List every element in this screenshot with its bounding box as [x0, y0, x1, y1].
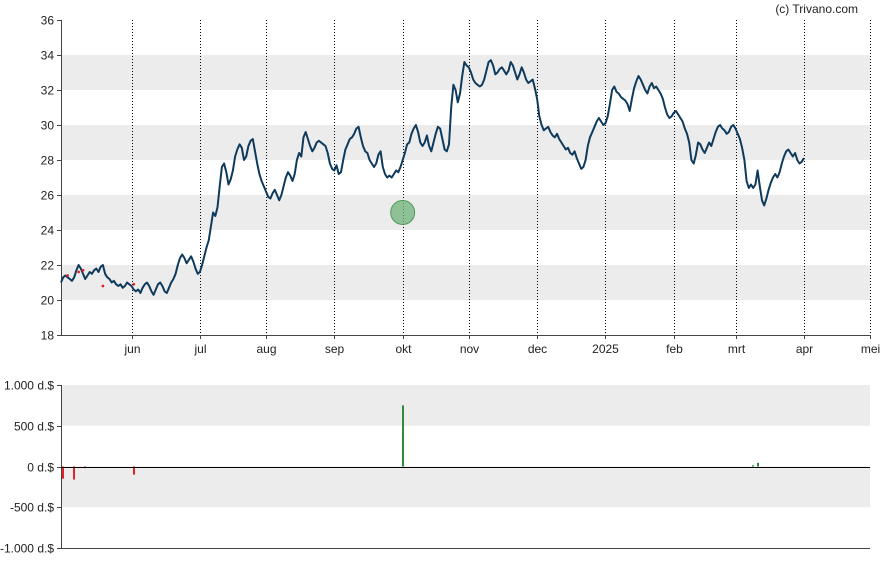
trade-mark-2 — [81, 268, 85, 272]
price-x-tick-label: mrt — [728, 342, 746, 356]
credit-text: (c) Trivano.com — [775, 2, 858, 16]
volume-y-tick-label: -1.000 d.$ — [0, 542, 54, 556]
price-x-tick-label: mei — [861, 342, 880, 356]
price-x-tick-label: aug — [256, 342, 276, 356]
trade-mark-3 — [101, 284, 105, 288]
price-x-tick-label: sep — [325, 342, 345, 356]
volume-y-tick-label: 1.000 d.$ — [4, 379, 54, 393]
price-y-tick-label: 20 — [41, 294, 55, 308]
price-x-tick-label: dec — [528, 342, 547, 356]
trade-mark-0 — [66, 274, 70, 277]
price-panel: 18 20 22 24 26 28 30 32 34 36 jun jul aug sep okt nov de… — [41, 14, 881, 357]
price-y-tick-label: 30 — [41, 119, 55, 133]
event-marker-0 — [390, 200, 416, 225]
price-band-1 — [61, 195, 870, 230]
price-x-tick-label: nov — [460, 342, 479, 356]
price-series-line — [60, 59, 805, 296]
price-y-tick-label: 36 — [41, 14, 55, 28]
trade-mark-1 — [77, 270, 81, 274]
volume-panel: 1.000 d.$ 500 d.$ 0 d.$ -500 d.$ -1.000 d.$ — [0, 379, 870, 556]
volume-y-tick-label: -500 d.$ — [10, 501, 54, 515]
price-x-tick-label: apr — [796, 342, 813, 356]
volume-bar-4 — [402, 405, 404, 467]
volume-y-tick-label: 500 d.$ — [14, 420, 54, 434]
price-x-tick-label: okt — [395, 342, 412, 356]
price-x-tick-label: feb — [666, 342, 683, 356]
price-x-tick-label: 2025 — [592, 342, 619, 356]
price-x-tick-label: jun — [123, 342, 140, 356]
price-y-tick-label: 32 — [41, 84, 55, 98]
price-y-tick-label: 28 — [41, 154, 55, 168]
volume-bar-3 — [133, 466, 135, 475]
price-x-tick-label: jul — [193, 342, 206, 356]
price-y-tick-label: 18 — [41, 329, 55, 343]
price-y-tick-label: 22 — [41, 259, 55, 273]
volume-bar-6 — [757, 462, 759, 467]
volume-bar-5 — [752, 465, 754, 467]
volume-bar-0 — [62, 466, 64, 479]
trade-mark-4 — [132, 282, 136, 286]
price-band-3 — [61, 55, 870, 90]
volume-band-0 — [61, 385, 870, 426]
volume-band-1 — [61, 466, 870, 508]
volume-bar-1 — [73, 466, 75, 480]
price-y-tick-label: 24 — [41, 224, 55, 238]
volume-y-tick-label: 0 d.$ — [27, 461, 54, 475]
price-y-tick-label: 34 — [41, 49, 55, 63]
price-band-0 — [61, 265, 870, 300]
price-y-tick-label: 26 — [41, 189, 55, 203]
price-band-2 — [61, 125, 870, 160]
